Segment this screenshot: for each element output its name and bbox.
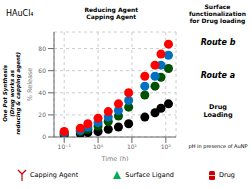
html-text:pH in presence of AuNP: pH in presence of AuNP: [188, 143, 248, 150]
svg-text:80: 80: [38, 45, 46, 52]
html-text:Capping Agent: Capping Agent: [86, 13, 137, 20]
html-text:One Pot Synthesis (Drug works: One Pot Synthesis (Drug works as reducin…: [2, 52, 22, 135]
svg-text:10⁻¹: 10⁻¹: [58, 143, 72, 150]
svg-text:10²: 10²: [161, 143, 172, 150]
html-text:Route b: Route b: [200, 37, 236, 47]
html-text:Capping Agent: Capping Agent: [30, 171, 79, 179]
html-text:Surface Ligand: Surface Ligand: [125, 171, 174, 179]
html-text:Surface functionalization for: Surface functionalization for Drug loadi…: [188, 2, 246, 24]
svg-text:10¹: 10¹: [127, 143, 138, 150]
svg-text:Time (h): Time (h): [100, 155, 128, 161]
svg-text:10⁰: 10⁰: [93, 143, 104, 150]
svg-text:60: 60: [38, 67, 46, 74]
html-text:HAuCl₄: HAuCl₄: [6, 8, 34, 18]
html-text:Reducing Agent: Reducing Agent: [84, 6, 139, 13]
svg-text:20: 20: [38, 111, 46, 118]
svg-text:0: 0: [42, 133, 46, 140]
html-text:Drug Loading: Drug Loading: [203, 103, 233, 120]
svg-text:% Release: % Release: [26, 68, 34, 102]
html-text:Route a: Route a: [200, 70, 236, 80]
svg-text:40: 40: [38, 89, 46, 96]
html-text:Drug: Drug: [219, 171, 235, 179]
